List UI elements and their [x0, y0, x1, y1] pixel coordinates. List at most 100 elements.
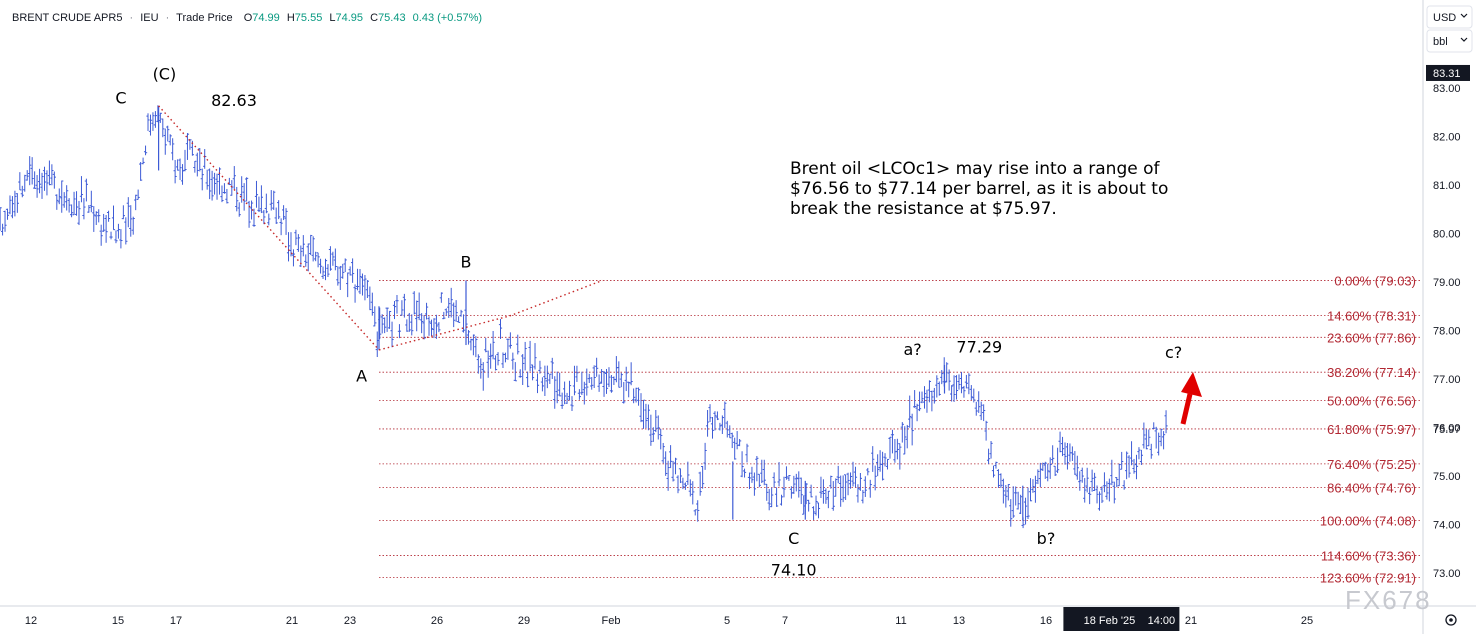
- price-bar-459: [1102, 472, 1107, 493]
- price-bar-435: [1043, 461, 1047, 479]
- price-bar-199: [461, 314, 466, 333]
- wave-labels: (C) C 82.63 A B C 74.10 a? 77.29 b? c?: [115, 64, 1182, 579]
- currency-selector[interactable]: USD: [1426, 5, 1473, 29]
- annotation-line-1: Brent oil <LCOc1> may rise into a range …: [790, 159, 1161, 179]
- price-tick-7: 76.00: [1433, 423, 1461, 435]
- price-bar-304: [720, 415, 724, 434]
- price-bar-354: [844, 474, 848, 500]
- price-bar-23: [28, 156, 32, 186]
- price-bar-456: [1095, 485, 1099, 504]
- price-axis[interactable]: 83.00 82.00 81.00 80.00 79.00 78.00 77.00 76.00…: [1426, 64, 1470, 580]
- price-bar-99: [215, 173, 219, 200]
- price-bar-294: [696, 500, 700, 522]
- price-bar-319: [757, 473, 761, 488]
- price-bar-205: [476, 354, 480, 374]
- wave-label-8: 77.29: [956, 337, 1002, 356]
- price-bar-71: [146, 113, 150, 131]
- price-bar-450: [1080, 467, 1084, 483]
- price-bar-331: [787, 474, 791, 481]
- price-bar-429: [1028, 478, 1033, 502]
- settings-gear-icon[interactable]: [1445, 614, 1457, 626]
- price-bar-223: [521, 354, 525, 385]
- price-bar-122: [272, 190, 276, 210]
- annotation-line-2: $76.56 to $77.14 per barrel, as it is ab…: [790, 179, 1168, 199]
- price-bar-131: [294, 229, 298, 246]
- price-bar-318: [755, 456, 759, 482]
- unit-selector[interactable]: bbl: [1426, 29, 1473, 53]
- price-bar-76: [158, 112, 162, 123]
- price-bar-460: [1105, 481, 1109, 500]
- price-bar-292: [691, 481, 695, 505]
- price-tick-4: 79.00: [1433, 277, 1461, 289]
- price-bar-177: [407, 312, 411, 332]
- symbol-name: BRENT CRUDE APR5: [12, 12, 122, 24]
- price-bar-216: [503, 352, 508, 363]
- price-bar-184: [424, 302, 429, 320]
- price-bar-355: [846, 472, 850, 496]
- price-bar-444: [1065, 442, 1070, 470]
- price-bar-101: [220, 185, 224, 203]
- price-bar-270: [636, 387, 641, 406]
- currency-label: USD: [1433, 12, 1456, 24]
- price-bar-275: [649, 414, 653, 446]
- price-bar-400: [957, 374, 961, 390]
- price-bar-187: [432, 318, 436, 339]
- price-bar-209: [486, 350, 490, 378]
- price-bar-452: [1085, 467, 1089, 493]
- price-bar-326: [774, 487, 779, 507]
- price-bar-78: [163, 128, 167, 155]
- price-bar-176: [405, 319, 409, 332]
- price-bar-172: [395, 294, 399, 314]
- price-bar-82: [173, 160, 177, 184]
- price-bar-15: [8, 195, 12, 215]
- price-bar-121: [269, 190, 273, 211]
- price-bar-43: [77, 200, 81, 226]
- price-bar-379: [905, 424, 909, 449]
- time-axis[interactable]: 12 15 17 21 23 26 29 Feb 5 7 11 13 16 21 25 18 Feb '25 1…: [25, 607, 1313, 631]
- fib-label-1: 14.60% (78.31): [1327, 308, 1416, 323]
- price-bar-440: [1056, 447, 1060, 474]
- price-bar-439: [1053, 465, 1057, 477]
- price-bar-257: [604, 368, 609, 394]
- chevron-down-icon: [1460, 37, 1468, 42]
- price-bar-364: [868, 479, 872, 498]
- price-bar-473: [1137, 447, 1141, 460]
- price-bar-362: [863, 476, 867, 497]
- price-bar-311: [738, 438, 742, 447]
- high-price-tag: [1426, 64, 1470, 81]
- price-bar-123: [274, 207, 278, 224]
- price-bar-88: [188, 139, 192, 150]
- price-bar-389: [930, 390, 934, 412]
- wave-label-0: (C): [153, 64, 177, 83]
- price-bar-385: [920, 391, 924, 404]
- price-bar-438: [1051, 445, 1055, 464]
- price-bar-482: [1159, 428, 1163, 447]
- price-bar-211: [491, 330, 495, 360]
- price-bar-112: [247, 200, 251, 228]
- price-bar-93: [200, 168, 204, 191]
- price-bar-317: [752, 472, 757, 496]
- price-bar-411: [984, 420, 988, 441]
- price-bar-214: [498, 318, 503, 339]
- price-bar-69: [141, 157, 145, 165]
- price-bar-316: [750, 466, 754, 483]
- price-bar-81: [171, 138, 175, 161]
- price-bar-151: [343, 258, 347, 273]
- price-bar-95: [205, 169, 209, 190]
- price-tick-5: 78.00: [1433, 326, 1461, 338]
- price-bar-305: [723, 401, 727, 428]
- price-tick-9: 74.00: [1433, 520, 1461, 532]
- price-bar-291: [688, 479, 692, 497]
- price-bar-330: [784, 466, 789, 480]
- price-bar-108: [237, 202, 241, 217]
- price-bar-478: [1149, 443, 1153, 459]
- price-bar-396: [947, 369, 951, 391]
- price-bar-409: [979, 401, 983, 421]
- price-bar-141: [318, 258, 323, 274]
- price-bar-87: [185, 133, 190, 160]
- price-bar-406: [972, 388, 976, 403]
- price-bar-206: [479, 358, 483, 379]
- price-bar-425: [1019, 494, 1023, 515]
- price-bar-147: [333, 248, 337, 271]
